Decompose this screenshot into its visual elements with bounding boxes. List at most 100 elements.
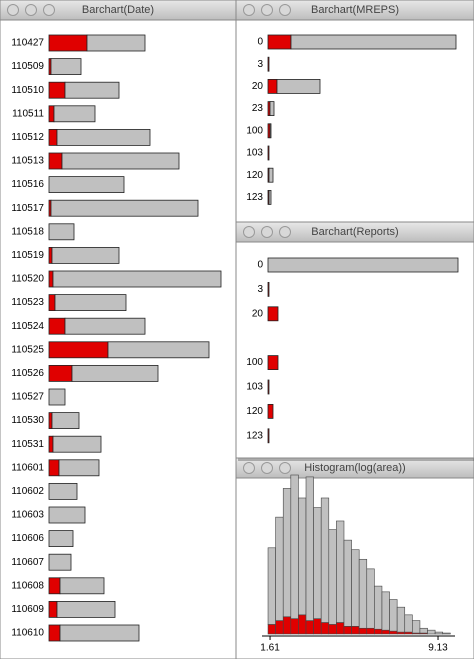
category-label: 20 — [252, 308, 264, 319]
window-button — [243, 226, 255, 238]
category-label: 110523 — [11, 297, 44, 308]
category-label: 110519 — [11, 250, 44, 261]
histogram-bar — [404, 614, 413, 633]
bar-segment — [267, 145, 270, 161]
category-label: 0 — [257, 37, 263, 48]
bar-segment — [48, 105, 55, 123]
category-label: 110512 — [11, 132, 44, 143]
category-label: 110527 — [11, 392, 44, 403]
bar-segment — [48, 81, 66, 99]
bar-segment — [48, 152, 63, 170]
category-label: 110610 — [11, 628, 44, 639]
window-title: Barchart(MREPS) — [311, 4, 399, 16]
window-body — [235, 221, 474, 459]
category-label: 110530 — [11, 415, 44, 426]
bar-segment — [86, 34, 146, 52]
bar-segment — [53, 105, 96, 123]
histogram-bar — [305, 476, 314, 621]
histogram-bar — [434, 631, 444, 635]
category-label: 110602 — [11, 486, 44, 497]
category-label: 110607 — [11, 557, 44, 568]
category-label: 110520 — [11, 274, 44, 285]
window: Barchart(Reports) 0 3 20 100 103 120 123 — [235, 221, 474, 461]
histogram-bar — [336, 622, 345, 635]
histogram-bar — [298, 614, 307, 635]
histogram-bar — [419, 627, 428, 634]
bar-segment — [50, 199, 199, 217]
histogram-bar — [396, 606, 406, 633]
histogram-bar — [275, 516, 284, 621]
histogram-bar — [374, 628, 383, 635]
bar-segment — [267, 306, 279, 322]
histogram-bar — [282, 488, 292, 618]
bar-segment — [48, 246, 53, 264]
histogram-bar — [267, 547, 276, 625]
category-label: 0 — [257, 260, 263, 271]
bar-segment — [61, 152, 180, 170]
category-label: 110513 — [11, 156, 44, 167]
category-label: 110601 — [11, 462, 44, 473]
bar-segment — [107, 341, 210, 359]
bar-segment — [48, 176, 125, 194]
histogram-bar — [290, 474, 299, 619]
category-label: 110525 — [11, 344, 44, 355]
category-label: 110524 — [11, 321, 44, 332]
bar-segment — [54, 294, 127, 312]
histogram-bar — [351, 549, 360, 627]
histogram-bar — [442, 632, 451, 635]
x-tick-label: 1.61 — [260, 643, 280, 654]
histogram-bar — [305, 620, 314, 635]
window-button — [25, 4, 37, 16]
histogram-bar — [282, 616, 292, 635]
category-label: 110606 — [11, 533, 44, 544]
window-button — [43, 4, 55, 16]
category-label: 123 — [246, 192, 263, 203]
bar-segment — [48, 364, 73, 382]
title-bar — [235, 0, 474, 21]
histogram-bar — [290, 618, 299, 635]
histogram-bar — [389, 630, 398, 635]
bar-segment — [268, 167, 274, 183]
bar-segment — [48, 506, 86, 524]
category-label: 110608 — [11, 580, 44, 591]
category-label: 120 — [246, 170, 263, 181]
window-button — [279, 4, 291, 16]
bar-segment — [48, 294, 56, 312]
bar-segment — [267, 257, 459, 273]
bar-segment — [268, 189, 272, 205]
bar-segment — [48, 128, 58, 146]
category-label: 110531 — [11, 439, 44, 450]
category-label: 23 — [252, 103, 264, 114]
bar-segment — [51, 246, 120, 264]
bar-segment — [48, 317, 66, 335]
bar-segment — [52, 435, 102, 453]
bar-segment — [48, 223, 75, 241]
bar-segment — [48, 34, 88, 52]
histogram-bar — [366, 627, 375, 635]
histogram-bar — [358, 558, 368, 629]
bar-segment — [48, 341, 109, 359]
bar-segment — [267, 281, 270, 297]
window-button — [7, 4, 19, 16]
bar-segment — [290, 34, 457, 50]
bar-segment — [269, 101, 275, 116]
category-label: 103 — [246, 382, 263, 393]
window-title: Barchart(Date) — [82, 4, 154, 16]
bar-segment — [267, 428, 270, 444]
category-label: 110517 — [11, 203, 44, 214]
histogram-bar — [320, 497, 330, 623]
bar-segment — [267, 403, 274, 419]
histogram-bar — [381, 629, 390, 635]
histogram-bar — [298, 497, 307, 616]
category-label: 3 — [257, 284, 263, 295]
category-label: 110510 — [11, 85, 44, 96]
bar-segment — [71, 364, 159, 382]
bar-segment — [48, 553, 72, 571]
bar-segment — [267, 56, 270, 72]
category-label: 110511 — [12, 108, 44, 119]
histogram-bar — [343, 626, 352, 635]
bar-segment — [48, 412, 53, 430]
histogram-bar — [374, 585, 383, 630]
category-label: 110518 — [11, 226, 44, 237]
